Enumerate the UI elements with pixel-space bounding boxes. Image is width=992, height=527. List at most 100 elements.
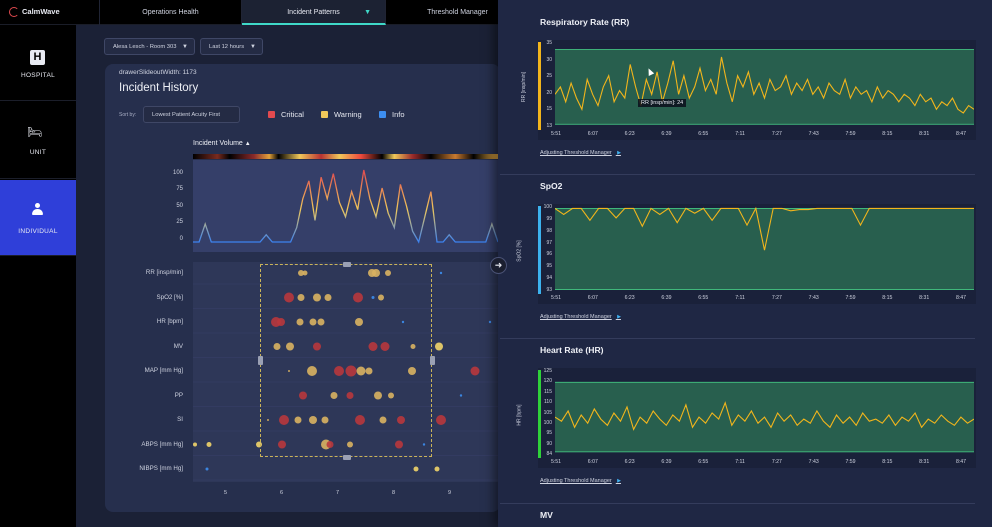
incident-bubble[interactable] — [470, 366, 480, 376]
incident-bubble[interactable] — [459, 394, 463, 397]
adjusting-threshold-link[interactable]: Adjusting Threshold Manager ▶ — [540, 478, 621, 484]
time-tick: 6:23 — [624, 295, 635, 301]
chart-accent-bar — [538, 370, 541, 458]
incident-bubble[interactable] — [284, 292, 294, 303]
incident-bubble[interactable] — [346, 392, 354, 399]
incident-bubble[interactable] — [205, 467, 209, 471]
incident-bubble[interactable] — [296, 318, 304, 326]
incident-bubble[interactable] — [288, 370, 290, 372]
sort-select[interactable]: Lowest Patient Acuity First — [143, 106, 240, 123]
selection-handle-right[interactable] — [430, 356, 435, 365]
selection-handle-left[interactable] — [258, 356, 263, 365]
volume-tick: 100 — [172, 170, 183, 176]
incident-bubble[interactable] — [434, 466, 440, 472]
selection-handle-bottom[interactable] — [343, 455, 351, 460]
incident-bubble[interactable] — [374, 391, 382, 400]
time-tick: 8:47 — [955, 295, 967, 301]
incident-bubble[interactable] — [378, 294, 384, 301]
patient-select[interactable]: Alesa Lesch - Room 303 ▼ — [104, 38, 195, 55]
y-tick: 20 — [546, 89, 552, 96]
incident-bubble[interactable] — [488, 320, 492, 324]
incident-bubble[interactable] — [353, 292, 363, 303]
x-tick: 6 — [280, 490, 284, 496]
time-tick: 6:07 — [587, 295, 598, 301]
incident-bubble[interactable] — [317, 318, 325, 326]
incident-bubble[interactable] — [436, 415, 446, 425]
incident-bubble[interactable] — [273, 343, 281, 350]
incident-bubble[interactable] — [345, 365, 357, 377]
incident-bubble[interactable] — [302, 270, 308, 276]
incident-bubble[interactable] — [313, 293, 321, 302]
incident-bubble[interactable] — [385, 270, 391, 276]
incident-bubble[interactable] — [365, 367, 373, 375]
incident-bubble[interactable] — [388, 392, 394, 399]
time-tick: 6:23 — [624, 459, 635, 465]
incident-bubble[interactable] — [309, 318, 317, 326]
incident-bubble[interactable] — [439, 271, 443, 275]
nav-individual[interactable]: INDIVIDUAL — [0, 180, 76, 256]
adjusting-threshold-link[interactable]: Adjusting Threshold Manager ▶ — [540, 150, 621, 156]
incident-bubble[interactable] — [435, 342, 443, 351]
y-tick: 15 — [546, 106, 552, 113]
play-arrow-icon: ▶ — [615, 150, 621, 156]
selection-handle-top[interactable] — [343, 262, 351, 267]
incident-bubble[interactable] — [279, 415, 289, 425]
incident-bubble[interactable] — [278, 440, 286, 449]
incident-bubble[interactable] — [313, 342, 321, 351]
incident-bubble[interactable] — [368, 342, 378, 351]
incident-bubble[interactable] — [324, 294, 332, 301]
incident-bubble[interactable] — [408, 367, 416, 375]
incident-bubble[interactable] — [321, 416, 329, 424]
tab-operations-health[interactable]: Operations Health — [99, 0, 242, 25]
incident-bubble[interactable] — [347, 441, 353, 448]
x-tick: 5 — [224, 490, 228, 496]
nav-hospital[interactable]: H HOSPITAL — [0, 25, 76, 101]
selection-box[interactable] — [260, 264, 432, 457]
y-tick: 97 — [546, 239, 552, 246]
incident-bubble[interactable] — [267, 419, 269, 421]
nav-unit[interactable]: 🛏 UNIT — [0, 103, 76, 179]
time-tick: 7:27 — [771, 295, 782, 301]
chevron-down-icon: ▼ — [182, 44, 188, 50]
chart-ylabel: SpO2 [%] — [516, 240, 523, 262]
row-label: SpO2 [%] — [156, 293, 183, 301]
incident-bubble[interactable] — [371, 296, 375, 299]
incident-bubble[interactable] — [309, 416, 317, 424]
incident-bubble[interactable] — [326, 441, 334, 448]
time-range-select[interactable]: Last 12 hours ▼ — [200, 38, 263, 55]
incident-bubble[interactable] — [401, 320, 405, 324]
vital-line — [555, 206, 974, 251]
incident-bubble[interactable] — [206, 442, 212, 447]
y-tick: 110 — [544, 399, 552, 406]
y-tick: 95 — [546, 263, 552, 270]
incident-bubble[interactable] — [379, 416, 387, 424]
incident-bubble[interactable] — [334, 366, 344, 376]
y-tick: 120 — [543, 378, 552, 385]
time-tick: 7:11 — [735, 295, 745, 301]
incident-bubble[interactable] — [307, 366, 317, 376]
incident-bubble[interactable] — [422, 443, 426, 446]
incident-bubble[interactable] — [356, 366, 366, 376]
tab-incident-patterns[interactable]: Incident Patterns ▼ — [242, 0, 386, 25]
incident-bubble[interactable] — [410, 344, 416, 349]
chart-tooltip: RR [insp/min]: 24 — [638, 99, 687, 107]
incident-bubble[interactable] — [330, 392, 338, 399]
incident-bubble[interactable] — [397, 416, 405, 424]
incident-bubble[interactable] — [298, 270, 304, 276]
expand-drawer-button[interactable]: ➜ — [490, 257, 507, 274]
play-arrow-icon: ▶ — [615, 478, 621, 484]
incident-bubble[interactable] — [355, 318, 363, 326]
incident-bubble[interactable] — [277, 318, 285, 326]
incident-bubble[interactable] — [380, 342, 390, 351]
adjusting-threshold-link[interactable]: Adjusting Threshold Manager ▶ — [540, 314, 621, 320]
incident-bubble[interactable] — [297, 294, 305, 301]
incident-volume-label[interactable]: Incident Volume ▲ — [193, 140, 251, 147]
incident-bubble[interactable] — [372, 269, 380, 277]
incident-bubble[interactable] — [413, 466, 419, 472]
incident-bubble[interactable] — [395, 440, 403, 449]
incident-bubble[interactable] — [294, 416, 302, 424]
incident-bubble[interactable] — [286, 342, 294, 351]
incident-bubble[interactable] — [355, 415, 365, 425]
incident-bubble[interactable] — [299, 391, 307, 400]
incident-bubble[interactable] — [193, 442, 197, 447]
